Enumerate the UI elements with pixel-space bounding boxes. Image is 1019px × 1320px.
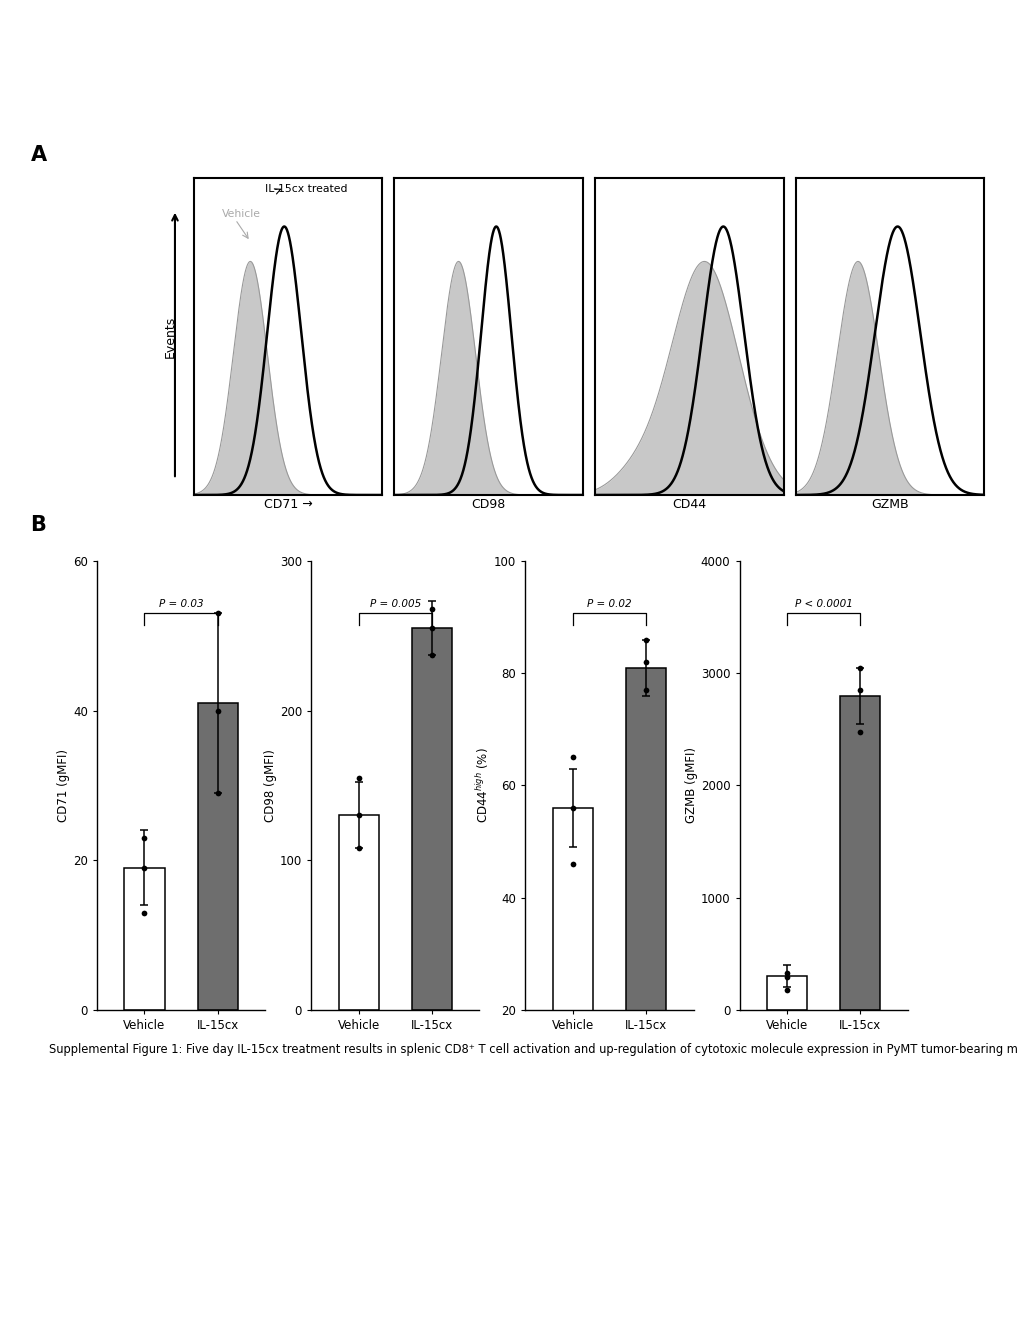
Bar (840, 696, 879, 1010)
Point (209, 700, 225, 721)
Point (779, 966, 795, 987)
Point (137, 902, 153, 923)
Point (637, 652, 653, 673)
X-axis label: GZMB: GZMB (870, 498, 908, 511)
Point (779, 962, 795, 983)
Point (779, 979, 795, 1001)
Point (351, 767, 367, 788)
Text: Vehicle: Vehicle (222, 210, 261, 219)
Y-axis label: CD71 (gMFI): CD71 (gMFI) (57, 748, 70, 822)
Text: P < 0.0001: P < 0.0001 (794, 599, 852, 609)
Text: P = 0.02: P = 0.02 (587, 599, 631, 609)
X-axis label: CD44: CD44 (672, 498, 706, 511)
Point (137, 857, 153, 878)
Bar (338, 816, 378, 1010)
Point (351, 838, 367, 859)
Bar (766, 977, 806, 1010)
Point (565, 854, 581, 875)
Text: P = 0.03: P = 0.03 (159, 599, 203, 609)
Bar (198, 704, 237, 1010)
Bar (124, 867, 164, 1010)
Text: A: A (31, 145, 47, 165)
Point (565, 797, 581, 818)
Bar (412, 628, 451, 1010)
X-axis label: CD71 →: CD71 → (263, 498, 312, 511)
Point (423, 598, 439, 619)
Point (637, 680, 653, 701)
Point (209, 603, 225, 624)
Text: B: B (31, 515, 47, 535)
Point (137, 828, 153, 849)
Point (851, 721, 867, 742)
Point (423, 618, 439, 639)
Point (209, 783, 225, 804)
Point (851, 680, 867, 701)
Bar (626, 668, 665, 1122)
Y-axis label: CD44$^{high}$ (%): CD44$^{high}$ (%) (474, 747, 491, 824)
X-axis label: CD98: CD98 (471, 498, 505, 511)
Point (423, 644, 439, 665)
Text: IL-15cx treated: IL-15cx treated (265, 183, 347, 194)
Point (565, 747, 581, 768)
Bar (552, 808, 592, 1122)
Point (351, 805, 367, 826)
Y-axis label: Events: Events (164, 315, 177, 358)
Point (637, 630, 653, 651)
Text: P = 0.005: P = 0.005 (369, 599, 421, 609)
Y-axis label: GZMB (gMFI): GZMB (gMFI) (685, 747, 697, 824)
Text: Supplemental Figure 1: Five day IL-15cx treatment results in splenic CD8⁺ T cell: Supplemental Figure 1: Five day IL-15cx … (49, 1043, 1019, 1056)
Point (851, 657, 867, 678)
Y-axis label: CD98 (gMFI): CD98 (gMFI) (264, 748, 277, 822)
